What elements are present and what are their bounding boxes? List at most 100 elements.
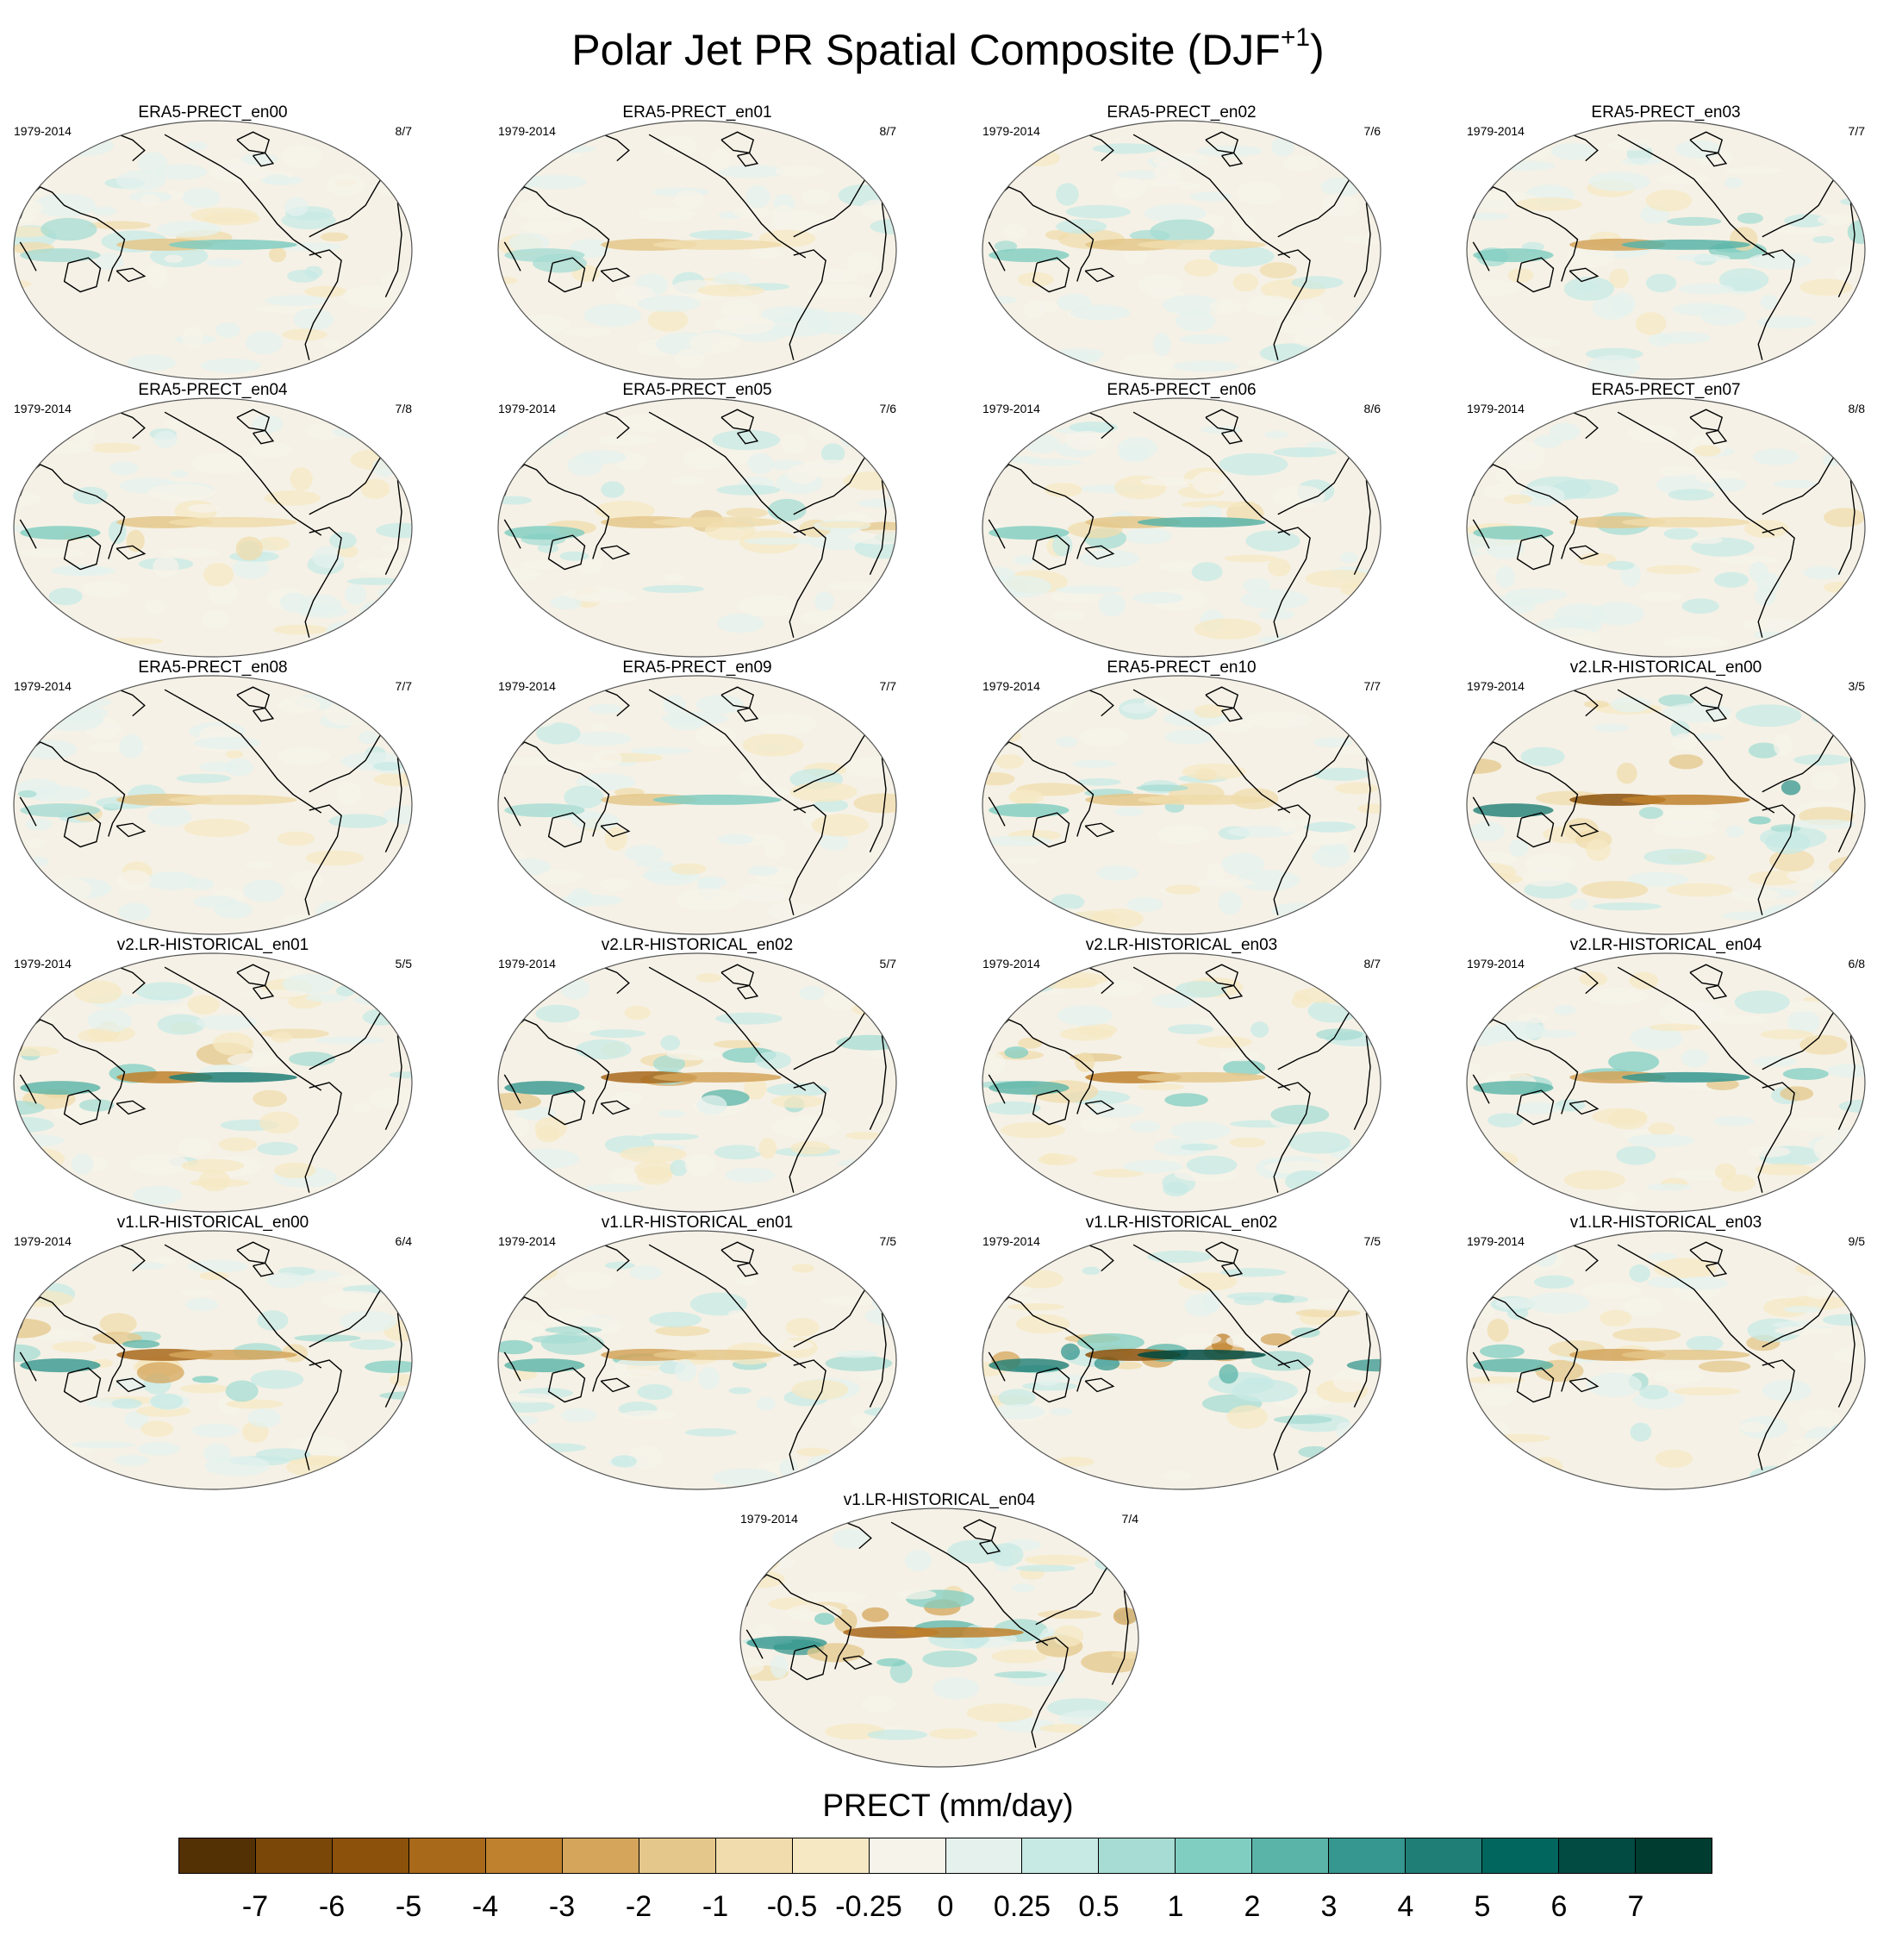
panel-title: ERA5-PRECT_en01 — [622, 103, 772, 122]
panel-period: 1979-2014 — [14, 1234, 72, 1248]
colorbar-tick-label: -7 — [241, 1890, 269, 1923]
panel-title: v1.LR-HISTORICAL_en03 — [1569, 1214, 1762, 1232]
map-panel: v2.LR-HISTORICAL_en01 1979-2014 5/5 — [0, 936, 426, 1214]
map-border — [13, 1230, 413, 1490]
precip-anomaly-field — [982, 1231, 1381, 1489]
global-map — [1466, 120, 1866, 380]
colorbar-tick-label: 5 — [1474, 1890, 1491, 1923]
colorbar-tick-label: 3 — [1320, 1890, 1338, 1923]
panel-period: 1979-2014 — [498, 679, 556, 693]
colorbar — [178, 1838, 1712, 1874]
panel-title: v2.LR-HISTORICAL_en04 — [1569, 936, 1762, 954]
precip-anomaly-field — [14, 1231, 412, 1489]
panel-period: 1979-2014 — [982, 1234, 1040, 1248]
panel-title: ERA5-PRECT_en07 — [1591, 381, 1741, 399]
colorbar-bin — [1482, 1838, 1560, 1873]
panel-period: 1979-2014 — [740, 1512, 798, 1526]
global-map — [13, 397, 413, 658]
colorbar-bin — [945, 1838, 1023, 1873]
map-panel: v1.LR-HISTORICAL_en04 1979-2014 7/4 — [727, 1491, 1152, 1769]
panel-event-count: 7/5 — [1363, 1234, 1381, 1248]
colorbar-title: PRECT (mm/day) — [822, 1788, 1074, 1823]
global-map — [13, 1230, 413, 1490]
map-border — [1466, 675, 1866, 935]
panel-period: 1979-2014 — [14, 402, 72, 415]
map-panel: v1.LR-HISTORICAL_en03 1979-2014 9/5 — [1453, 1214, 1879, 1491]
panel-period: 1979-2014 — [498, 957, 556, 971]
panel-event-count: 8/7 — [879, 124, 896, 138]
global-map — [982, 952, 1381, 1213]
colorbar-bin — [1329, 1838, 1406, 1873]
colorbar-bin — [332, 1838, 409, 1873]
precip-anomaly-field — [982, 953, 1381, 1212]
panel-period: 1979-2014 — [498, 402, 556, 415]
colorbar-bin — [562, 1838, 639, 1873]
panel-event-count: 7/7 — [1848, 124, 1865, 138]
colorbar-tick-label: 0.5 — [1078, 1890, 1120, 1923]
colorbar-tick-label: 4 — [1397, 1890, 1414, 1923]
panel-event-count: 7/6 — [1363, 124, 1381, 138]
precip-anomaly-field — [982, 398, 1381, 657]
colorbar-bin — [869, 1838, 946, 1873]
panel-title: v2.LR-HISTORICAL_en01 — [116, 936, 309, 954]
colorbar-bin — [792, 1838, 870, 1873]
colorbar-bin — [715, 1838, 793, 1873]
map-panel: ERA5-PRECT_en05 1979-2014 7/6 — [484, 381, 910, 659]
map-panel: v1.LR-HISTORICAL_en00 1979-2014 6/4 — [0, 1214, 426, 1491]
panel-period: 1979-2014 — [982, 679, 1040, 693]
panel-period: 1979-2014 — [1467, 957, 1525, 971]
colorbar-tick-label: 6 — [1550, 1890, 1568, 1923]
map-border — [1466, 397, 1866, 658]
map-border — [13, 952, 413, 1213]
colorbar-bin — [255, 1838, 333, 1873]
panel-period: 1979-2014 — [14, 957, 72, 971]
map-border — [739, 1507, 1139, 1768]
panel-event-count: 8/7 — [1363, 957, 1381, 971]
global-map — [13, 120, 413, 380]
colorbar-bin — [1406, 1838, 1483, 1873]
panel-title: v2.LR-HISTORICAL_en02 — [601, 936, 794, 954]
precip-anomaly-field — [982, 121, 1381, 379]
panel-title: v1.LR-HISTORICAL_en01 — [601, 1214, 794, 1232]
global-map — [739, 1507, 1139, 1768]
panel-event-count: 7/4 — [1121, 1512, 1138, 1526]
panel-title: ERA5-PRECT_en02 — [1107, 103, 1257, 122]
panel-title: ERA5-PRECT_en08 — [138, 659, 288, 677]
colorbar-tick-label: -5 — [395, 1890, 422, 1923]
colorbar-tick-label: -3 — [548, 1890, 576, 1923]
panel-event-count: 3/5 — [1848, 679, 1865, 693]
panel-period: 1979-2014 — [14, 124, 72, 138]
colorbar-bin — [1022, 1838, 1100, 1873]
colorbar-tick-label: 7 — [1627, 1890, 1644, 1923]
map-border — [497, 120, 897, 380]
colorbar-tick-label: 0 — [937, 1890, 954, 1923]
panel-event-count: 9/5 — [1848, 1234, 1865, 1248]
colorbar-bin — [409, 1838, 486, 1873]
map-panel: v1.LR-HISTORICAL_en01 1979-2014 7/5 — [484, 1214, 910, 1491]
map-panel: ERA5-PRECT_en00 1979-2014 8/7 — [0, 103, 426, 381]
panel-period: 1979-2014 — [498, 124, 556, 138]
global-map — [497, 397, 897, 658]
colorbar-tick-label: -2 — [625, 1890, 652, 1923]
precip-anomaly-field — [498, 398, 896, 657]
map-border — [982, 120, 1381, 380]
panel-period: 1979-2014 — [14, 679, 72, 693]
map-border — [497, 675, 897, 935]
colorbar-tick-label: 2 — [1244, 1890, 1261, 1923]
global-map — [1466, 1230, 1866, 1490]
panel-event-count: 7/7 — [1363, 679, 1381, 693]
panel-event-count: 7/7 — [879, 679, 896, 693]
panel-title: ERA5-PRECT_en05 — [622, 381, 772, 399]
figure-title-close: ) — [1310, 26, 1325, 74]
map-panel: ERA5-PRECT_en09 1979-2014 7/7 — [484, 659, 910, 936]
colorbar-labels: -7 -6 -5 -4 -3 -2 -1 -0.5 -0.25 0 0.25 0.5 1 2 3 4 5 6 7 — [178, 1889, 1712, 1929]
map-panel-grid: ERA5-PRECT_en00 1979-2014 8/7 ERA5-PRECT_en… — [0, 103, 1879, 1769]
map-panel: ERA5-PRECT_en06 1979-2014 8/6 — [969, 381, 1394, 659]
map-border — [982, 397, 1381, 658]
panel-title: v2.LR-HISTORICAL_en00 — [1569, 659, 1762, 677]
colorbar-bin — [1636, 1838, 1712, 1873]
map-border — [982, 952, 1381, 1213]
colorbar-tick-label: 0.25 — [993, 1890, 1051, 1923]
global-map — [497, 120, 897, 380]
colorbar-bin — [179, 1838, 256, 1873]
